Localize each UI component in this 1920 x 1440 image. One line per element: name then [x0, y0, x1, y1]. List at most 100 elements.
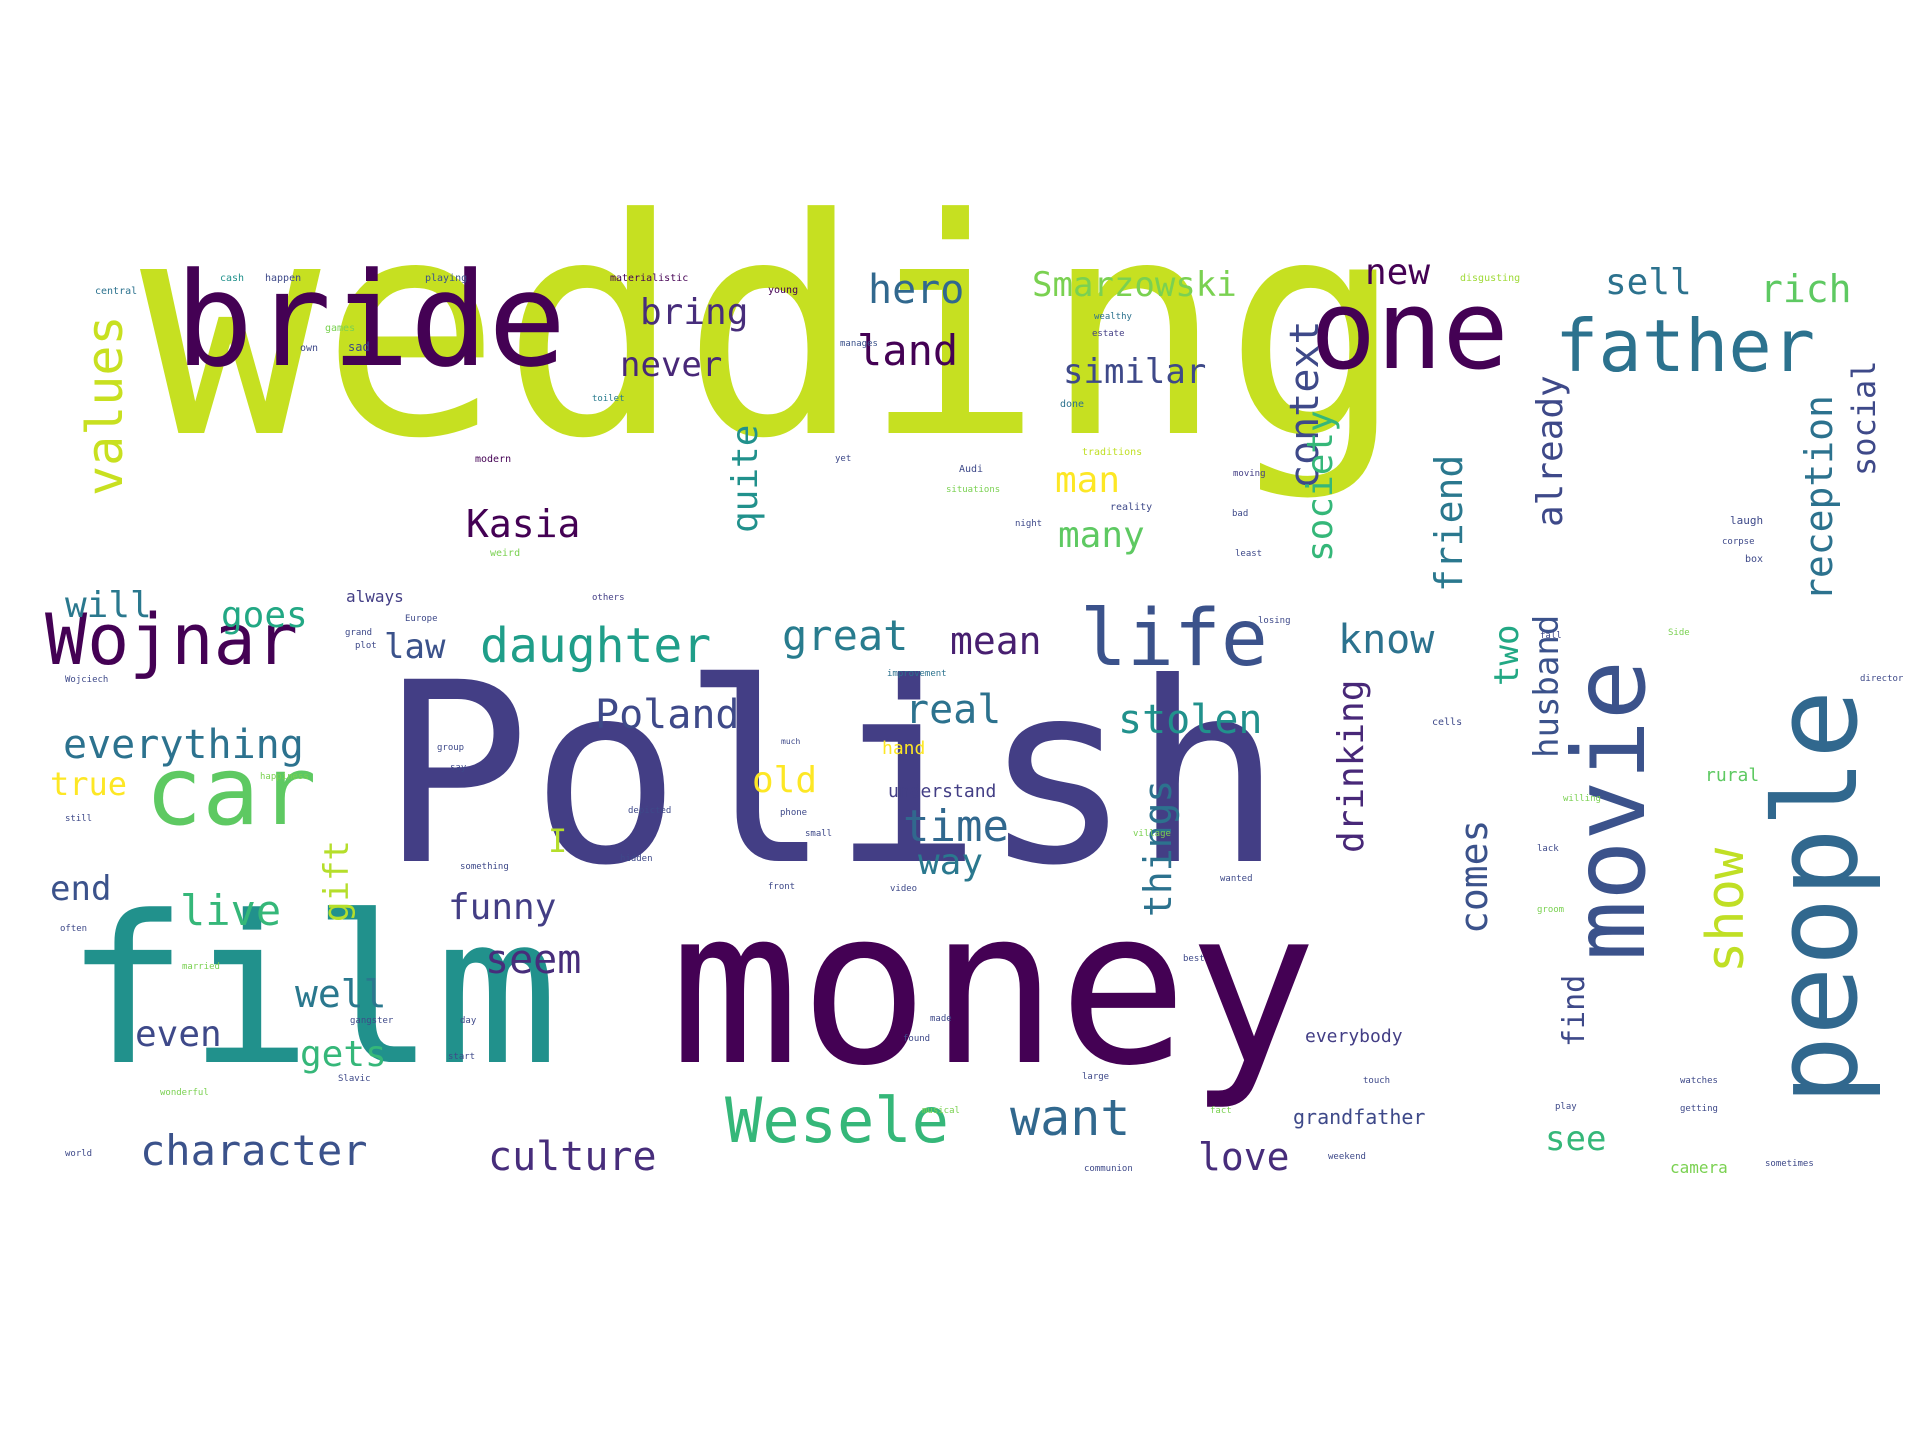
- word-found: found: [903, 1034, 931, 1044]
- word-day: day: [460, 1016, 477, 1026]
- word-character: character: [140, 1126, 368, 1175]
- word-camera: camera: [1670, 1158, 1728, 1177]
- word-life: life: [1080, 594, 1268, 684]
- word-old: old: [752, 760, 818, 801]
- word-fall: fall: [1540, 631, 1562, 641]
- word-wealthy: wealthy: [1094, 312, 1132, 322]
- word-yet: yet: [835, 454, 852, 464]
- word-fact: fact: [1210, 1106, 1232, 1116]
- word-money: money: [670, 862, 1318, 1113]
- word-side: Side: [1668, 628, 1690, 638]
- word-one: one: [1310, 266, 1509, 394]
- word-wesele: Wesele: [725, 1084, 949, 1157]
- word-reception: reception: [1797, 395, 1841, 601]
- word-materialistic: materialistic: [610, 273, 689, 284]
- word-time: time: [903, 801, 1009, 852]
- word-hidden: hidden: [620, 854, 653, 864]
- word-society: society: [1300, 410, 1341, 562]
- word-never: never: [620, 345, 723, 385]
- word-poland: Poland: [595, 692, 740, 738]
- word-seem: seem: [485, 937, 582, 983]
- word-director: director: [1860, 674, 1904, 684]
- word-people: people: [1750, 690, 1884, 1106]
- word-estate: estate: [1092, 329, 1125, 339]
- word-new: new: [1365, 252, 1431, 293]
- word-bride: bride: [175, 244, 567, 396]
- word-village: village: [1133, 829, 1171, 839]
- word-groom: groom: [1537, 905, 1565, 915]
- word-happiness: happiness: [260, 772, 309, 782]
- word-still: still: [65, 814, 93, 824]
- word-wonderful: wonderful: [160, 1088, 209, 1098]
- word-way: way: [918, 842, 984, 883]
- word-kasia: Kasia: [466, 502, 581, 546]
- word-europe: Europe: [405, 614, 438, 624]
- word-well: well: [295, 972, 387, 1016]
- word-everybody: everybody: [1305, 1026, 1403, 1047]
- word-gift: gift: [317, 840, 357, 922]
- word-play: play: [1555, 1102, 1577, 1112]
- word-already: already: [1530, 375, 1571, 527]
- word-rich: rich: [1760, 267, 1852, 311]
- word-something: something: [460, 862, 509, 872]
- word-laugh: laugh: [1730, 514, 1764, 527]
- word-hand: hand: [882, 738, 926, 759]
- word-friend: friend: [1427, 455, 1471, 593]
- word-world: world: [65, 1149, 93, 1159]
- word-similar: similar: [1063, 352, 1207, 392]
- word-married: married: [182, 962, 220, 972]
- word-social: social: [1845, 360, 1883, 476]
- word-improvement: improvement: [887, 669, 947, 679]
- word-games: games: [325, 323, 356, 334]
- word-know: know: [1338, 617, 1435, 663]
- word-moving: moving: [1233, 469, 1266, 479]
- word-weird: weird: [490, 548, 521, 559]
- word-much: much: [781, 737, 801, 746]
- word-everything: everything: [63, 722, 304, 768]
- word-often: often: [60, 924, 88, 934]
- word-playing: playing: [425, 273, 468, 284]
- word-smarzowski: Smarzowski: [1032, 265, 1237, 305]
- word-i: I: [548, 822, 568, 860]
- word-losing: losing: [1258, 616, 1291, 626]
- word-cash: cash: [220, 273, 245, 284]
- word-made: made: [930, 1014, 952, 1024]
- word-sad: sad: [348, 340, 370, 354]
- word-land: land: [857, 326, 959, 375]
- word-live: live: [180, 886, 282, 935]
- word-disgusting: disgusting: [1460, 273, 1521, 284]
- word-manages: manages: [840, 339, 878, 349]
- word-phone: phone: [780, 808, 808, 818]
- word-drinking: drinking: [1331, 680, 1372, 854]
- word-toilet: toilet: [592, 394, 625, 404]
- word-happen: happen: [265, 273, 302, 284]
- word-hero: hero: [868, 267, 965, 313]
- word-large: large: [1082, 1072, 1110, 1082]
- word-grandfather: grandfather: [1293, 1105, 1426, 1129]
- word-film: film: [65, 873, 559, 1111]
- word-car: car: [145, 737, 317, 847]
- word-wedding: wedding: [140, 155, 1405, 504]
- word-say: say: [450, 763, 467, 773]
- word-bring: bring: [640, 292, 749, 333]
- word-quite: quite: [725, 425, 766, 534]
- word-done: done: [1060, 399, 1085, 410]
- word-will: will: [65, 585, 152, 626]
- word-man: man: [1055, 460, 1121, 501]
- word-culture: culture: [488, 1134, 657, 1180]
- word-polish: Polish: [380, 629, 1284, 920]
- word-many: many: [1058, 515, 1145, 556]
- word-daughter: daughter: [480, 618, 712, 674]
- word-getting: getting: [1680, 1104, 1718, 1114]
- word-wanted: wanted: [1220, 874, 1253, 884]
- word-things: things: [1136, 780, 1180, 918]
- word-show: show: [1696, 848, 1756, 974]
- word-great: great: [782, 611, 909, 660]
- word-young: young: [768, 285, 799, 296]
- word-group: group: [437, 743, 465, 753]
- word-movie: movie: [1551, 660, 1668, 962]
- word-want: want: [1010, 1089, 1131, 1147]
- word-front: front: [768, 882, 796, 892]
- word-slavic: Slavic: [338, 1074, 371, 1084]
